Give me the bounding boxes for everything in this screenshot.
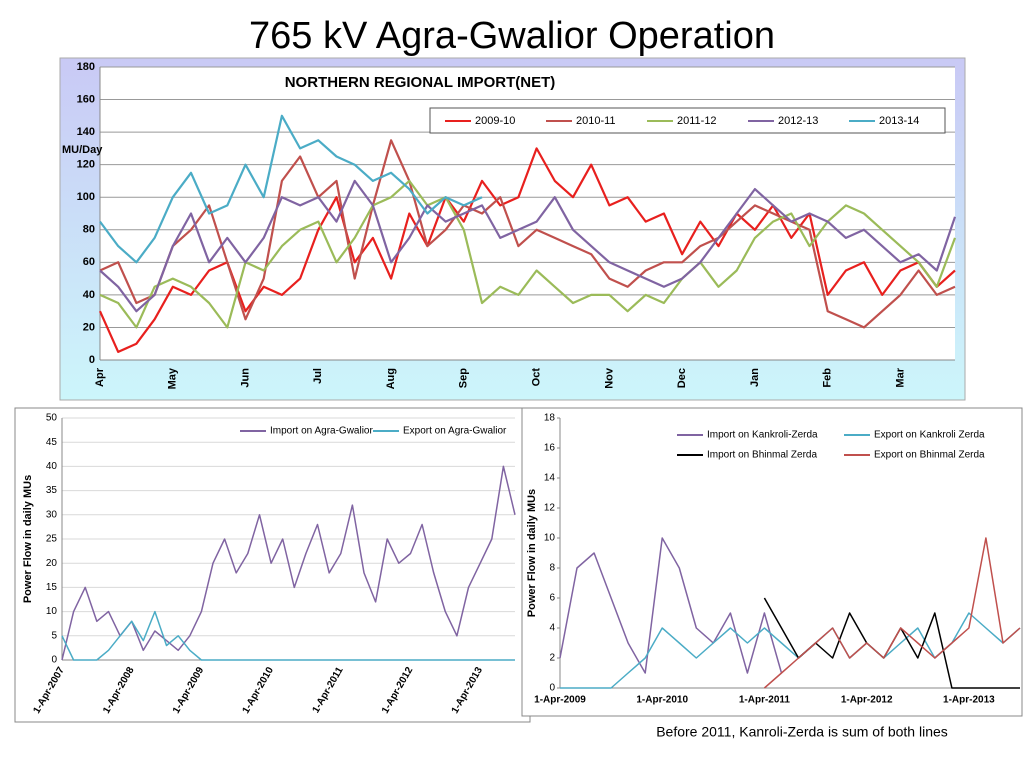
x-tick-label: Jul <box>312 368 324 384</box>
y-tick-label: 50 <box>46 413 58 424</box>
series-line <box>99 114 483 264</box>
y-tick-label: 5 <box>51 630 57 641</box>
x-tick-label: 1-Apr-2010 <box>636 695 688 706</box>
y-tick-label: 10 <box>46 606 58 617</box>
y-tick-label: 80 <box>83 224 95 236</box>
x-tick-label: Oct <box>531 368 543 387</box>
chart-frame <box>521 407 1023 717</box>
y-tick-label: 140 <box>77 126 95 138</box>
y-tick-label: 180 <box>77 61 95 73</box>
x-tick-label: Feb <box>822 368 834 388</box>
y-tick-label: 0 <box>549 683 555 694</box>
legend-label: Import on Agra-Gwalior <box>270 426 373 437</box>
series-line <box>559 537 783 674</box>
x-tick-label: Apr <box>94 367 106 387</box>
y-tick-label: 60 <box>83 256 95 268</box>
y-axis-label: Power Flow in daily MUs <box>526 489 538 617</box>
x-tick-label: Jun <box>239 368 251 388</box>
legend-label: Export on Kankroli Zerda <box>874 430 985 441</box>
y-tick-label: 6 <box>549 593 555 604</box>
x-tick-label: Dec <box>676 368 688 388</box>
x-tick-label: Sep <box>458 368 470 388</box>
legend-label: 2013-14 <box>879 115 919 127</box>
series-line <box>61 610 515 661</box>
x-tick-label: 1-Apr-2009 <box>534 695 586 706</box>
y-tick-label: 12 <box>544 503 556 514</box>
y-tick-label: 160 <box>77 93 95 105</box>
x-tick-label: Mar <box>894 367 906 387</box>
y-tick-label: 4 <box>549 623 555 634</box>
chart-frame <box>14 407 531 723</box>
x-tick-label: 1-Apr-2012 <box>841 695 893 706</box>
series-line <box>99 179 957 313</box>
y-tick-label: 15 <box>46 582 58 593</box>
legend-label: Export on Bhinmal Zerda <box>874 450 985 461</box>
x-tick-label: Nov <box>603 367 615 389</box>
slide-title: 765 kV Agra-Gwalior Operation <box>249 15 775 57</box>
x-tick-label: 1-Apr-2013 <box>943 695 995 706</box>
y-tick-label: 120 <box>77 159 95 171</box>
note: Before 2011, Kanroli-Zerda is sum of bot… <box>656 724 948 740</box>
y-tick-label: 0 <box>89 354 95 366</box>
y-tick-label: 20 <box>46 558 58 569</box>
series-line <box>61 465 516 661</box>
legend-label: 2010-11 <box>576 115 616 127</box>
series-line <box>763 537 1021 689</box>
y-axis-label: Power Flow in daily MUs <box>22 475 34 603</box>
y-axis-label: MU/Day <box>62 144 103 156</box>
y-tick-label: 18 <box>544 413 556 424</box>
legend-label: Export on Agra-Gwalior <box>403 426 507 437</box>
legend-label: Import on Kankroli-Zerda <box>707 430 818 441</box>
y-tick-label: 35 <box>46 485 58 496</box>
series-line <box>99 179 957 329</box>
y-tick-label: 40 <box>46 461 58 472</box>
x-tick-label: May <box>167 367 179 389</box>
y-tick-label: 20 <box>83 321 95 333</box>
y-tick-label: 16 <box>544 443 556 454</box>
y-tick-label: 8 <box>549 563 555 574</box>
y-tick-label: 30 <box>46 509 58 520</box>
legend-label: 2011-12 <box>677 115 717 127</box>
x-tick-label: Jan <box>749 368 761 387</box>
legend-label: 2009-10 <box>475 115 515 127</box>
chart-title: NORTHERN REGIONAL IMPORT(NET) <box>285 74 556 91</box>
x-tick-label: Aug <box>385 368 397 389</box>
y-tick-label: 2 <box>549 653 555 664</box>
y-tick-label: 100 <box>77 191 95 203</box>
series-line <box>98 147 956 353</box>
y-tick-label: 45 <box>46 437 58 448</box>
x-tick-label: 1-Apr-2011 <box>739 695 791 706</box>
legend-label: Import on Bhinmal Zerda <box>707 450 817 461</box>
legend-label: 2012-13 <box>778 115 818 127</box>
y-tick-label: 0 <box>51 655 57 666</box>
y-tick-label: 10 <box>544 533 556 544</box>
y-tick-label: 14 <box>544 473 556 484</box>
y-tick-label: 25 <box>46 534 58 545</box>
y-tick-label: 40 <box>83 289 95 301</box>
